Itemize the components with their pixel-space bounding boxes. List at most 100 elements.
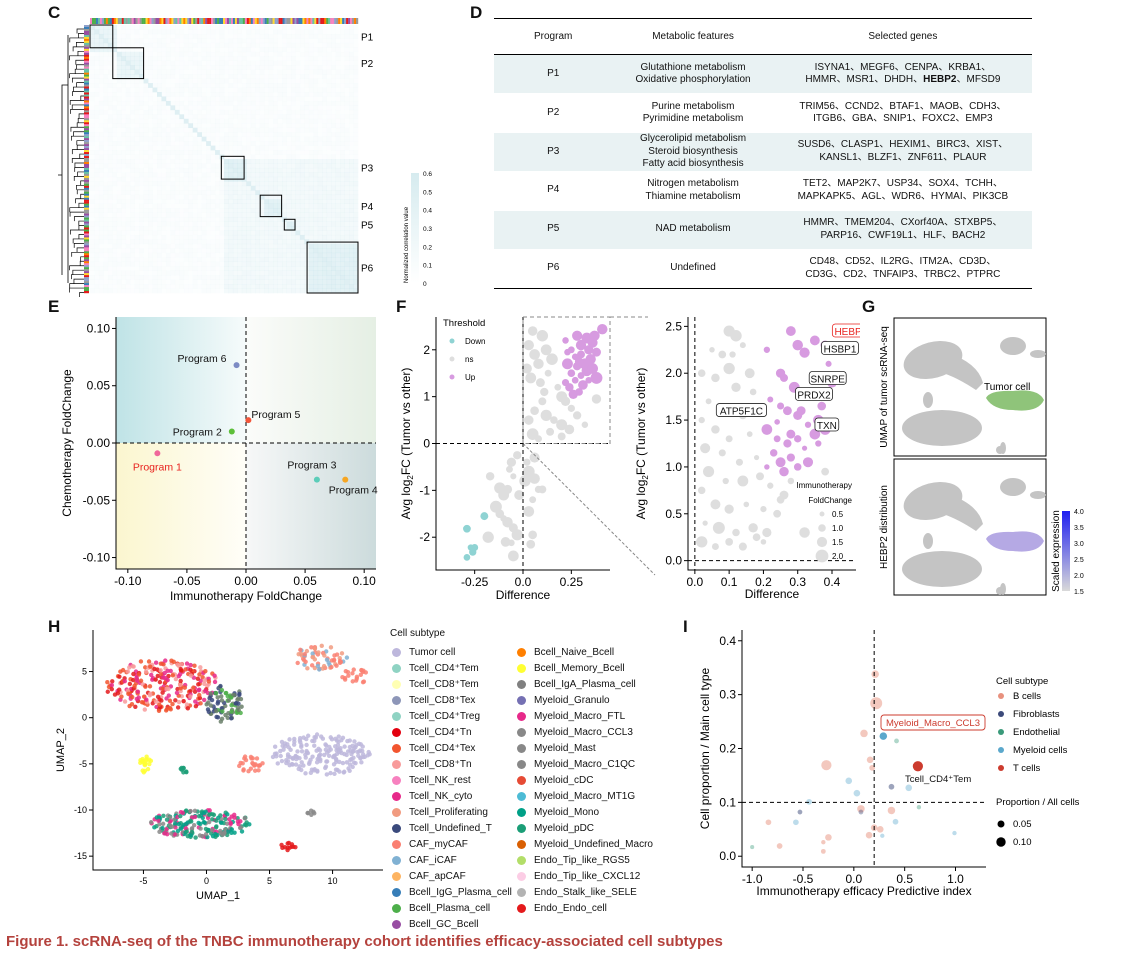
heatmap-cell [326,163,332,169]
heatmap-cell [219,284,225,289]
heatmap-cell [139,78,144,84]
heatmap-cell [116,145,122,151]
heatmap-cell [192,239,198,245]
top-annotation-cell [230,18,234,24]
heatmap-cell [152,42,158,48]
top-annotation-cell [280,18,283,24]
heatmap-cell [299,190,305,196]
heatmap-cell [121,74,127,79]
heatmap-cell [286,38,292,44]
heatmap-cell [241,105,247,111]
heatmap-cell [148,275,153,280]
heatmap-cell [148,266,153,271]
heatmap-cell [335,203,341,209]
heatmap-cell [308,29,314,35]
heatmap-cell [335,78,341,84]
heatmap-cell [206,118,211,124]
heatmap-cell [121,33,127,39]
heatmap-cell [192,123,198,129]
side-annotation-cell [84,50,89,53]
dendrogram-branch [76,64,84,70]
x-tick-label: 0.3 [789,575,806,589]
heatmap-cell [241,181,247,187]
heatmap-cell [121,266,127,271]
point-down [463,524,471,533]
dendrogram-branch [78,220,84,226]
heatmap-cell [335,92,341,97]
heatmap-cell [90,154,95,160]
heatmap-cell [201,279,207,285]
heatmap-cell [197,270,202,276]
heatmap-cell [107,163,113,169]
heatmap-cell [90,33,95,39]
heatmap-cell [232,163,238,169]
heatmap-cell [232,42,238,48]
heatmap-cell [98,60,104,66]
heatmap-cell [237,208,243,213]
heatmap-cell [112,69,118,75]
heatmap-cell [277,33,283,39]
heatmap-cell [264,87,269,93]
heatmap-cell [299,226,305,231]
heatmap-cell [157,159,162,164]
heatmap-cell [299,92,305,97]
side-annotation-cell [84,120,89,123]
heatmap-cell [237,29,243,35]
side-annotation-cell [84,106,89,109]
heatmap-cell [349,96,354,102]
cell-point [366,749,371,755]
heatmap-cell [268,284,274,289]
heatmap-cell [183,288,189,294]
heatmap-cell [340,33,345,39]
heatmap-cell [291,243,296,249]
heatmap-cell [174,150,180,155]
heatmap-cell [103,190,109,196]
top-annotation-cell [266,18,269,24]
heatmap-cell [246,56,252,62]
heatmap-cell [349,176,354,182]
heatmap-cell [282,203,287,209]
heatmap-cell [139,127,144,133]
heatmap-cell [264,150,269,155]
heatmap-cell [246,159,252,164]
heatmap-cell [250,60,256,66]
heatmap-cell [273,74,278,79]
heatmap-cell [125,141,131,146]
heatmap-cell [308,226,314,231]
heatmap-cell [273,109,278,115]
cell-point [312,646,318,651]
heatmap-cell [313,150,319,155]
heatmap-cell [232,60,238,66]
heatmap-cell [286,203,292,209]
heatmap-cell [246,212,252,218]
heatmap-cell [255,74,261,79]
heatmap-cell [148,252,153,258]
cell-point [328,770,333,776]
heatmap-cell [210,279,216,285]
heatmap-cell [286,29,292,35]
heatmap-cell [139,154,144,160]
side-annotation-cell [84,104,89,107]
heatmap-cell [299,42,305,48]
heatmap-cell [344,51,350,57]
heatmap-cell [331,234,336,240]
heatmap-cell [210,78,216,84]
side-annotation-cell [84,165,89,169]
top-annotation-cell [90,18,93,24]
heatmap-cell [313,261,319,267]
heatmap-cell [116,51,122,57]
dendrogram-branch [71,274,84,280]
cell-point [175,705,181,710]
annotation-bars [84,18,359,294]
heatmap-cell [299,185,305,191]
heatmap-cell [241,65,247,70]
heatmap-cell [161,212,167,218]
heatmap-cell [152,239,158,245]
heatmap-cell [174,92,180,97]
heatmap-cell [291,69,296,75]
heatmap-cell [277,83,283,88]
heatmap-cell [299,199,305,204]
heatmap-cell [335,181,341,187]
heatmap-cell [232,47,238,53]
heatmap-cell [94,248,100,254]
